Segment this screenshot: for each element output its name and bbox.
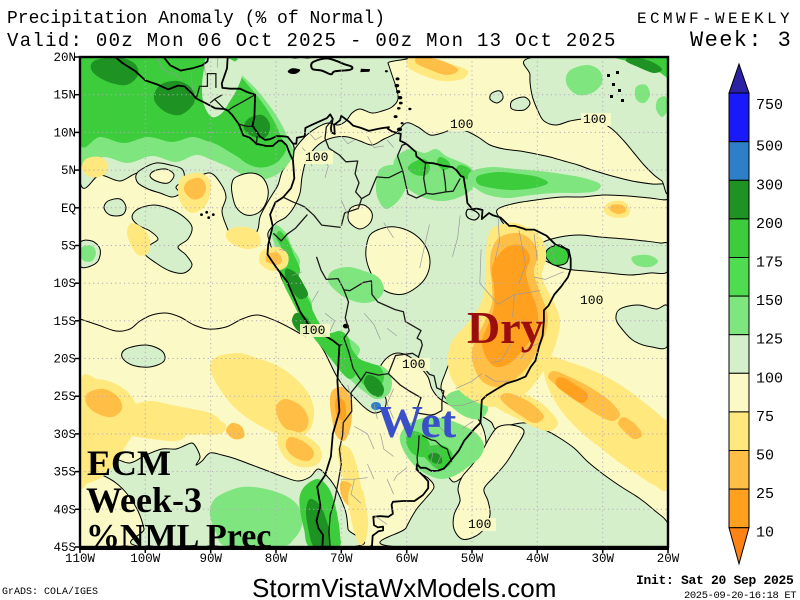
svg-text:100: 100 [402,357,425,372]
svg-text:75: 75 [756,409,774,426]
svg-text:30S: 30S [53,428,76,442]
svg-text:35S: 35S [53,466,76,480]
svg-text:20S: 20S [53,353,76,367]
svg-text:100W: 100W [130,552,161,566]
svg-text:300: 300 [756,177,783,194]
svg-text:25S: 25S [53,390,76,404]
svg-text:100: 100 [583,112,606,127]
svg-text:Precipitation Anomaly (% of No: Precipitation Anomaly (% of Normal) [7,9,385,29]
svg-text:500: 500 [756,139,783,156]
svg-text:750: 750 [756,97,783,114]
svg-text:40W: 40W [526,552,549,566]
svg-text:125: 125 [756,332,783,349]
svg-text:20W: 20W [657,552,680,566]
svg-text:GrADS: COLA/IGES: GrADS: COLA/IGES [2,586,98,598]
svg-text:ECMWF-WEEKLY: ECMWF-WEEKLY [637,10,793,28]
svg-text:50: 50 [756,448,774,465]
svg-text:90W: 90W [199,552,222,566]
svg-text:%NML Prec: %NML Prec [86,518,271,555]
svg-text:70W: 70W [330,552,353,566]
svg-text:25: 25 [756,486,774,503]
svg-text:45S: 45S [53,541,76,555]
svg-text:100: 100 [468,517,491,532]
svg-text:Wet: Wet [377,396,457,447]
svg-text:200: 200 [756,216,783,233]
svg-text:50W: 50W [461,552,484,566]
svg-text:100: 100 [302,323,325,338]
svg-text:Valid: 00z Mon 06 Oct 2025 - 0: Valid: 00z Mon 06 Oct 2025 - 00z Mon 13 … [7,30,617,52]
svg-text:100: 100 [580,293,603,308]
svg-text:100: 100 [756,370,783,387]
svg-text:2025-09-20-16:18 ET: 2025-09-20-16:18 ET [684,590,796,600]
svg-text:110W: 110W [65,552,96,566]
svg-text:15N: 15N [53,89,76,103]
svg-text:150: 150 [756,293,783,310]
svg-text:5S: 5S [61,240,76,254]
svg-text:30W: 30W [591,552,614,566]
svg-text:10: 10 [756,525,774,542]
svg-text:175: 175 [756,255,783,272]
svg-text:15S: 15S [53,315,76,329]
svg-text:Dry: Dry [467,302,544,353]
svg-text:StormVistaWxModels.com: StormVistaWxModels.com [252,573,556,600]
svg-text:EQ: EQ [61,202,76,216]
svg-text:10N: 10N [53,126,76,140]
svg-text:100: 100 [450,117,473,132]
svg-text:ECM: ECM [87,443,171,483]
svg-text:60W: 60W [395,552,418,566]
svg-text:Week-3: Week-3 [86,480,202,520]
svg-text:20N: 20N [53,51,76,65]
svg-text:10S: 10S [53,277,76,291]
svg-text:Week: 3: Week: 3 [690,28,792,53]
svg-text:80W: 80W [265,552,288,566]
svg-text:40S: 40S [53,503,76,517]
svg-text:Init: Sat 20 Sep 2025: Init: Sat 20 Sep 2025 [636,573,794,588]
svg-text:100: 100 [305,150,328,165]
svg-text:5N: 5N [61,164,76,178]
